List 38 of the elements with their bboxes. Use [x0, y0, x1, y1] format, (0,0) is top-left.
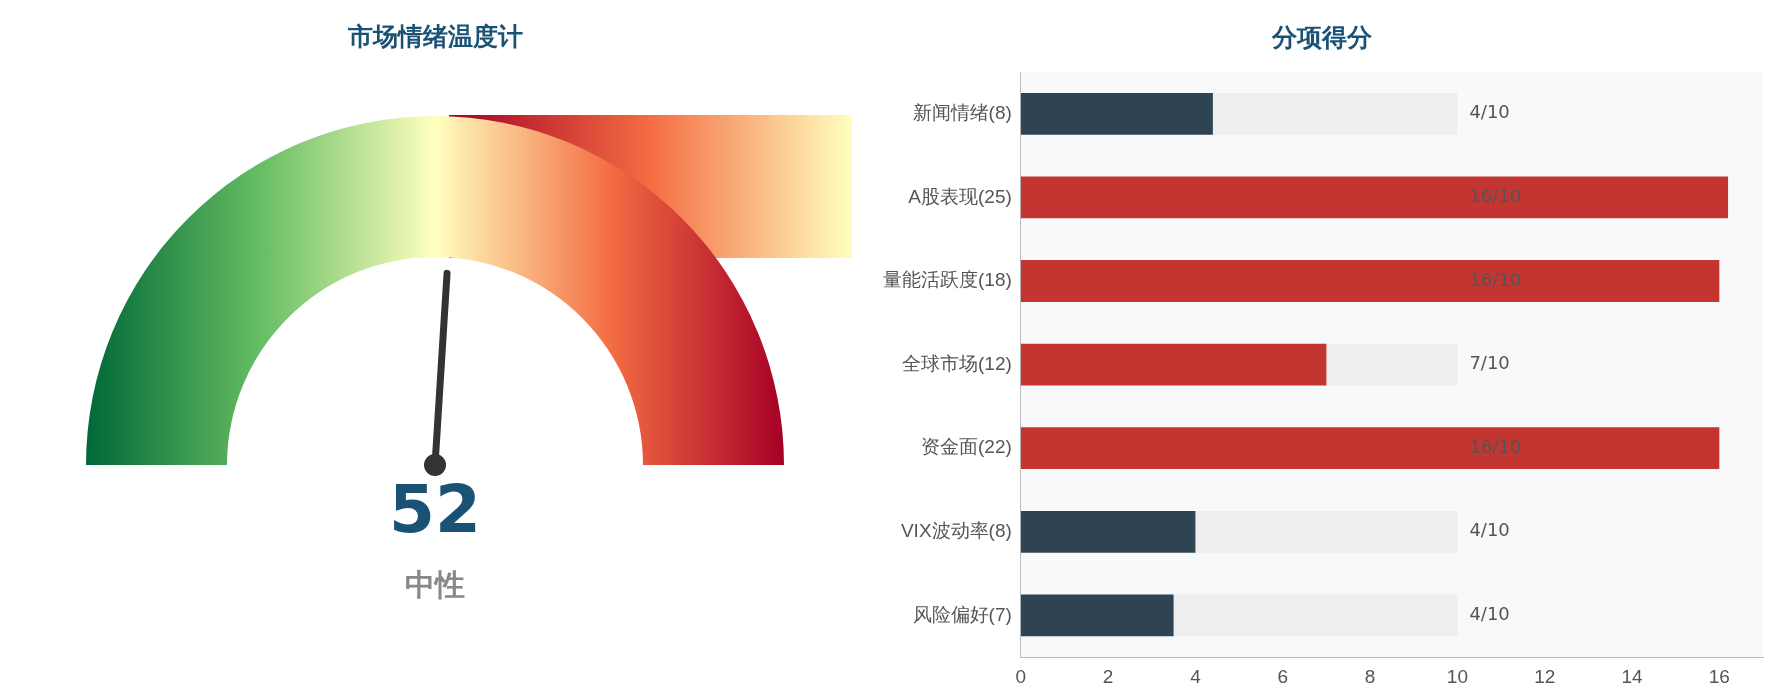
y-tick-label: VIX波动率(8) — [900, 520, 1012, 542]
x-tick-label: 2 — [1102, 665, 1114, 687]
annotation: 16/10 — [1469, 435, 1522, 457]
bar — [1020, 343, 1327, 386]
y-tick-label: 资金面(22) — [920, 436, 1012, 458]
x-tick-label: 16 — [1708, 665, 1730, 687]
annotation: 4/10 — [1469, 101, 1510, 123]
x-tick-label: 0 — [1015, 665, 1027, 687]
data-label: 52 — [389, 471, 481, 548]
y-tick-label: 风险偏好(7) — [912, 603, 1012, 625]
x-tick-label: 12 — [1534, 665, 1556, 687]
bar — [1326, 343, 1458, 386]
annotation: 4/10 — [1469, 519, 1510, 541]
bar — [1020, 594, 1174, 637]
annotation: 16/10 — [1469, 268, 1522, 290]
text: 中性 — [405, 567, 465, 602]
bar — [1020, 510, 1196, 553]
bar — [1195, 510, 1458, 553]
y-tick-label: A股表现(25) — [908, 185, 1012, 207]
annotation: 7/10 — [1469, 352, 1510, 374]
x-tick-label: 4 — [1190, 665, 1202, 687]
bar — [1212, 92, 1458, 135]
annotation: 4/10 — [1469, 603, 1510, 625]
bar — [1020, 260, 1720, 302]
text: 市场情绪温度计 — [346, 22, 523, 51]
bar — [1020, 92, 1213, 135]
x-tick-label: 10 — [1446, 665, 1468, 687]
y-tick-label: 量能活跃度(18) — [882, 269, 1012, 291]
y-tick-label: 全球市场(12) — [901, 352, 1012, 374]
bar — [1173, 594, 1458, 637]
x-tick-label: 6 — [1277, 665, 1289, 687]
x-tick-label: 8 — [1364, 665, 1376, 687]
bar — [1020, 427, 1720, 470]
annotation: 16/10 — [1469, 185, 1522, 207]
bar — [1020, 176, 1729, 219]
x-tick-label: 14 — [1621, 665, 1644, 687]
chart-title: 分项得分 — [1270, 22, 1373, 52]
y-tick-label: 新闻情绪(8) — [912, 102, 1012, 124]
